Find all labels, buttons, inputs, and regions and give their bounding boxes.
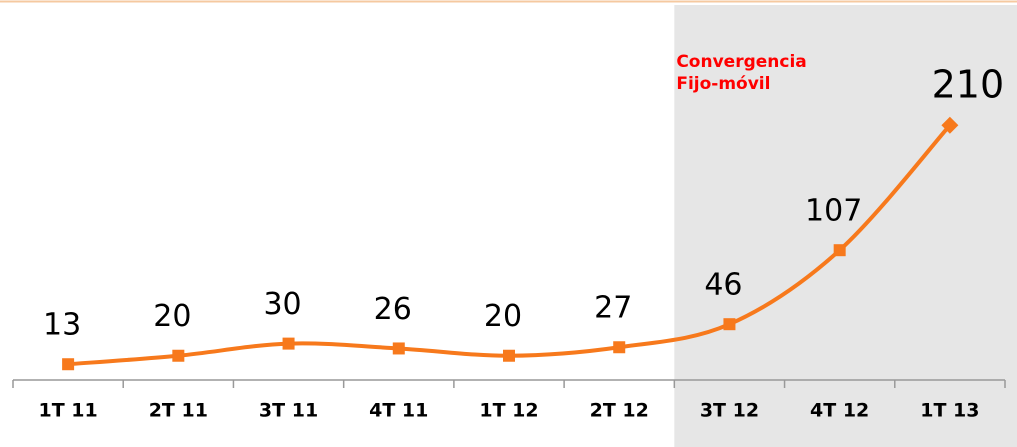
marker [282,337,295,350]
marker [941,116,959,134]
annotation: Fijo-móvil [676,74,770,94]
x-tick-label: 4T 12 [810,400,869,422]
marker [613,341,626,354]
data-label: 13 [43,308,81,343]
x-tick-label: 1T 12 [479,400,538,422]
x-tick-label: 2T 12 [590,400,649,422]
x-tick-label: 2T 11 [149,400,208,422]
data-label: 107 [805,194,862,229]
x-tick-label: 1T 13 [920,400,979,422]
data-label: 20 [153,299,191,334]
data-label: 26 [374,292,412,327]
x-tick-label: 3T 11 [259,400,318,422]
marker [392,342,405,355]
data-label: 46 [704,268,742,303]
marker [503,349,515,362]
highlight-region [674,5,1017,447]
data-label: 20 [484,299,522,334]
data-label: 30 [263,287,301,322]
x-tick-label: 1T 11 [38,400,97,422]
marker [62,358,75,371]
marker [723,318,736,331]
x-tick-label: 3T 12 [700,400,759,422]
data-label: 27 [594,291,632,326]
marker [833,244,846,257]
x-tick-label: 4T 11 [369,400,428,422]
data-label: 210 [932,63,1005,107]
annotation: Convergencia [676,52,806,72]
marker [172,349,185,362]
